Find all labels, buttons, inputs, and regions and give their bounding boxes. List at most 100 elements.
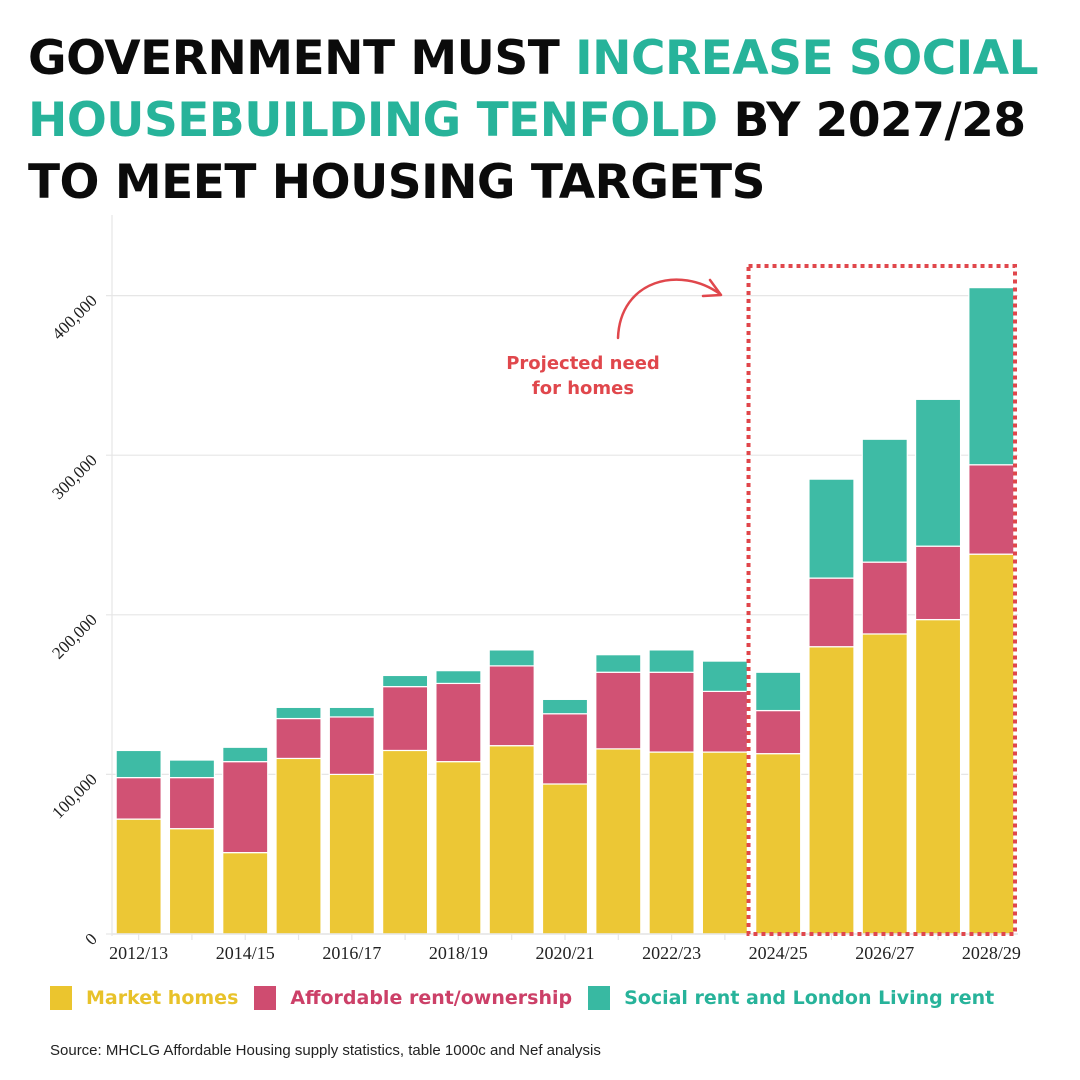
bar-segment-market [275,757,322,935]
bar-segment-affordable [382,686,429,752]
bar-segment-market [861,633,908,935]
y-tick-label: 0 [81,929,100,948]
bar-stack-2017-18 [382,674,429,935]
legend-swatch-social [588,986,611,1010]
curved-arrow-icon [616,278,722,340]
x-axis: 2012/13 2014/15 2016/17 2018/19 2020/21 2022/… [109,933,1021,963]
legend-item-market: Market homes [50,986,238,1010]
bar-segment-social [168,759,216,779]
bar-segment-affordable [488,665,535,747]
bar-segment-market [488,745,535,935]
bar-segment-market [541,783,589,935]
x-tick-label: 2016/17 [322,943,381,963]
bar-segment-social [914,398,962,547]
bar-segment-market [382,749,429,935]
bar-segment-market [701,751,748,935]
bar-stack-2012-13 [115,749,162,935]
x-tick-label: 2022/23 [642,943,701,963]
bar-segment-market [115,818,162,935]
projection-annotation: Projected need for homes [506,264,1017,936]
x-tick-label: 2024/25 [749,943,808,963]
bar-segment-market [328,773,375,935]
bar-segment-affordable [914,545,962,621]
bar-stack-2028-29 [968,287,1015,935]
bar-segment-social [648,649,695,673]
bar-segment-market [168,828,216,935]
y-tick-label: 400,000 [48,291,101,344]
bar-segment-affordable [808,577,855,648]
bar-segment-affordable [648,671,695,753]
bar-segment-affordable [275,717,322,760]
legend-label-social: Social rent and London Living rent [624,987,995,1009]
bar-stack-2019-20 [488,649,535,935]
bar-segment-affordable [541,713,589,785]
headline: Government must increase social housebui… [28,28,1068,214]
bar-segment-market [435,761,482,935]
bar-stack-2027-28 [914,398,962,935]
bar-segment-affordable [701,690,748,753]
bar-segment-social [222,746,269,763]
bar-stack-2023-24 [701,660,748,935]
bar-segment-affordable [595,671,642,750]
legend-swatch-market [50,986,72,1010]
x-tick-label: 2014/15 [216,943,275,963]
bar-stack-2014-15 [222,746,269,935]
bar-stack-2016-17 [328,706,375,935]
y-tick-label: 100,000 [48,770,101,823]
bar-segment-social [435,670,482,685]
headline-part-1: Government must [28,31,576,86]
bar-segment-market [968,553,1015,935]
source-note: Source: MHCLG Affordable Housing supply … [50,1042,601,1059]
bar-stack-2015-16 [275,706,322,935]
bar-segment-market [222,852,269,935]
bar-segment-social [595,654,642,673]
legend-label-market: Market homes [86,987,239,1009]
bar-segment-affordable [435,682,482,763]
bar-stack-2025-26 [808,478,855,935]
bar-segment-affordable [755,709,802,755]
bar-segment-social [275,706,322,720]
legend-item-social: Social rent and London Living rent [588,986,994,1010]
bar-segment-affordable [861,561,908,635]
bar-stack-2026-27 [861,438,908,935]
x-tick-label: 2012/13 [109,943,168,963]
bar-stack-2024-25 [755,671,802,935]
bar-segment-affordable [968,464,1015,555]
bar-stack-2018-19 [435,670,482,935]
legend-swatch-affordable [254,986,277,1010]
bar-segment-social [808,478,855,579]
bar-segment-affordable [115,776,162,820]
bars [115,287,1015,935]
bar-segment-market [808,646,855,935]
x-tick-label: 2026/27 [855,943,914,963]
bar-stack-2013-14 [168,759,216,935]
bar-segment-market [755,753,802,935]
headline-part-3: by 2027/28 to meet housing targets [28,93,1026,210]
legend-label-affordable: Affordable rent/ownership [290,987,573,1009]
bar-segment-social [328,706,375,718]
annotation-text-line-2: for homes [532,378,634,399]
bar-segment-social [541,698,589,715]
bar-segment-social [968,287,1015,466]
y-tick-label: 200,000 [48,610,101,663]
annotation-text-line-1: Projected need [506,353,660,374]
bar-segment-social [488,649,535,667]
bar-stack-2022-23 [648,649,695,935]
arrowhead-icon [701,278,723,298]
legend-item-affordable: Affordable rent/ownership [254,986,572,1010]
y-axis: 0 100,000 200,000 300,000 400,000 [48,291,101,949]
bar-segment-affordable [168,776,216,830]
bar-segment-market [595,748,642,935]
x-tick-label: 2018/19 [429,943,488,963]
bar-segment-social [115,749,162,779]
bar-segment-market [914,618,962,935]
x-tick-label: 2020/21 [535,943,594,963]
bar-segment-affordable [222,761,269,854]
bar-segment-market [648,751,695,935]
bar-stack-2021-22 [595,654,642,935]
y-tick-label: 300,000 [48,451,101,504]
bar-segment-affordable [328,716,375,776]
bar-segment-social [701,660,748,693]
bar-segment-social [382,674,429,688]
